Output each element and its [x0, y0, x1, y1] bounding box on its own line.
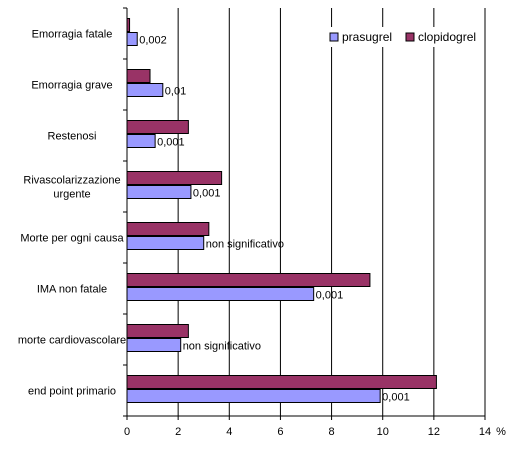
p-value-label: 0,001	[193, 188, 221, 200]
bar-prasugrel	[126, 389, 381, 403]
bar-clopidogrel	[126, 273, 371, 287]
bar-prasugrel	[126, 32, 138, 46]
legend-swatch-clopidogrel	[405, 32, 415, 42]
p-value-label: 0,001	[157, 137, 185, 149]
legend-label-clopidogrel: clopidogrel	[418, 30, 476, 44]
bar-clopidogrel	[126, 324, 189, 338]
x-unit-label: %	[496, 426, 506, 438]
gridlines	[177, 8, 486, 416]
legend-label-prasugrel: prasugrel	[342, 30, 392, 44]
axes: 0 2 4 6 8 10 12 14%	[123, 7, 506, 438]
p-value-label: non significativo	[206, 239, 284, 251]
x-tick-label: 0	[124, 426, 130, 438]
x-tick-label: 6	[277, 426, 283, 438]
x-tick-label: 8	[329, 426, 335, 438]
legend: prasugrel clopidogrel	[322, 27, 482, 47]
p-value-label: 0,001	[316, 290, 344, 302]
bar-clopidogrel	[126, 69, 151, 83]
bar-clopidogrel	[126, 120, 189, 134]
category-label: Emorragia fatale	[32, 29, 113, 41]
bar-prasugrel	[126, 134, 156, 148]
bar-prasugrel	[126, 185, 192, 199]
bar-prasugrel	[126, 83, 164, 97]
p-value-label: non significativo	[183, 341, 261, 353]
p-value-label: 0,01	[165, 86, 186, 98]
bar-prasugrel	[126, 338, 182, 352]
category-label: Rivascolarizzazione	[23, 175, 120, 187]
category-label: Restenosi	[48, 131, 97, 143]
x-tick-label: 4	[226, 426, 232, 438]
bar-clopidogrel	[126, 222, 210, 236]
legend-swatch-prasugrel	[329, 32, 339, 42]
bars	[126, 18, 437, 403]
x-tick-label: 14	[479, 426, 491, 438]
category-label: morte cardiovascolare	[18, 335, 126, 347]
x-tick-label: 12	[428, 426, 440, 438]
x-tick-label: 10	[377, 426, 389, 438]
p-value-label: 0,002	[139, 35, 167, 47]
category-label: IMA non fatale	[37, 284, 107, 296]
category-label: urgente	[53, 189, 90, 201]
category-label: end point primario	[28, 386, 116, 398]
bar-clopidogrel	[126, 171, 223, 185]
bar-prasugrel	[126, 236, 205, 250]
legend-box	[322, 27, 482, 47]
category-label: Emorragia grave	[31, 80, 112, 92]
bar-clopidogrel	[126, 375, 437, 389]
p-value-label: 0,001	[382, 392, 410, 404]
category-label: Morte per ogni causa	[20, 233, 124, 245]
x-tick-label: 2	[175, 426, 181, 438]
labels: 0,002 Emorragia fatale 0,01 Emorragia grave…	[18, 29, 410, 404]
bar-prasugrel	[126, 287, 315, 301]
